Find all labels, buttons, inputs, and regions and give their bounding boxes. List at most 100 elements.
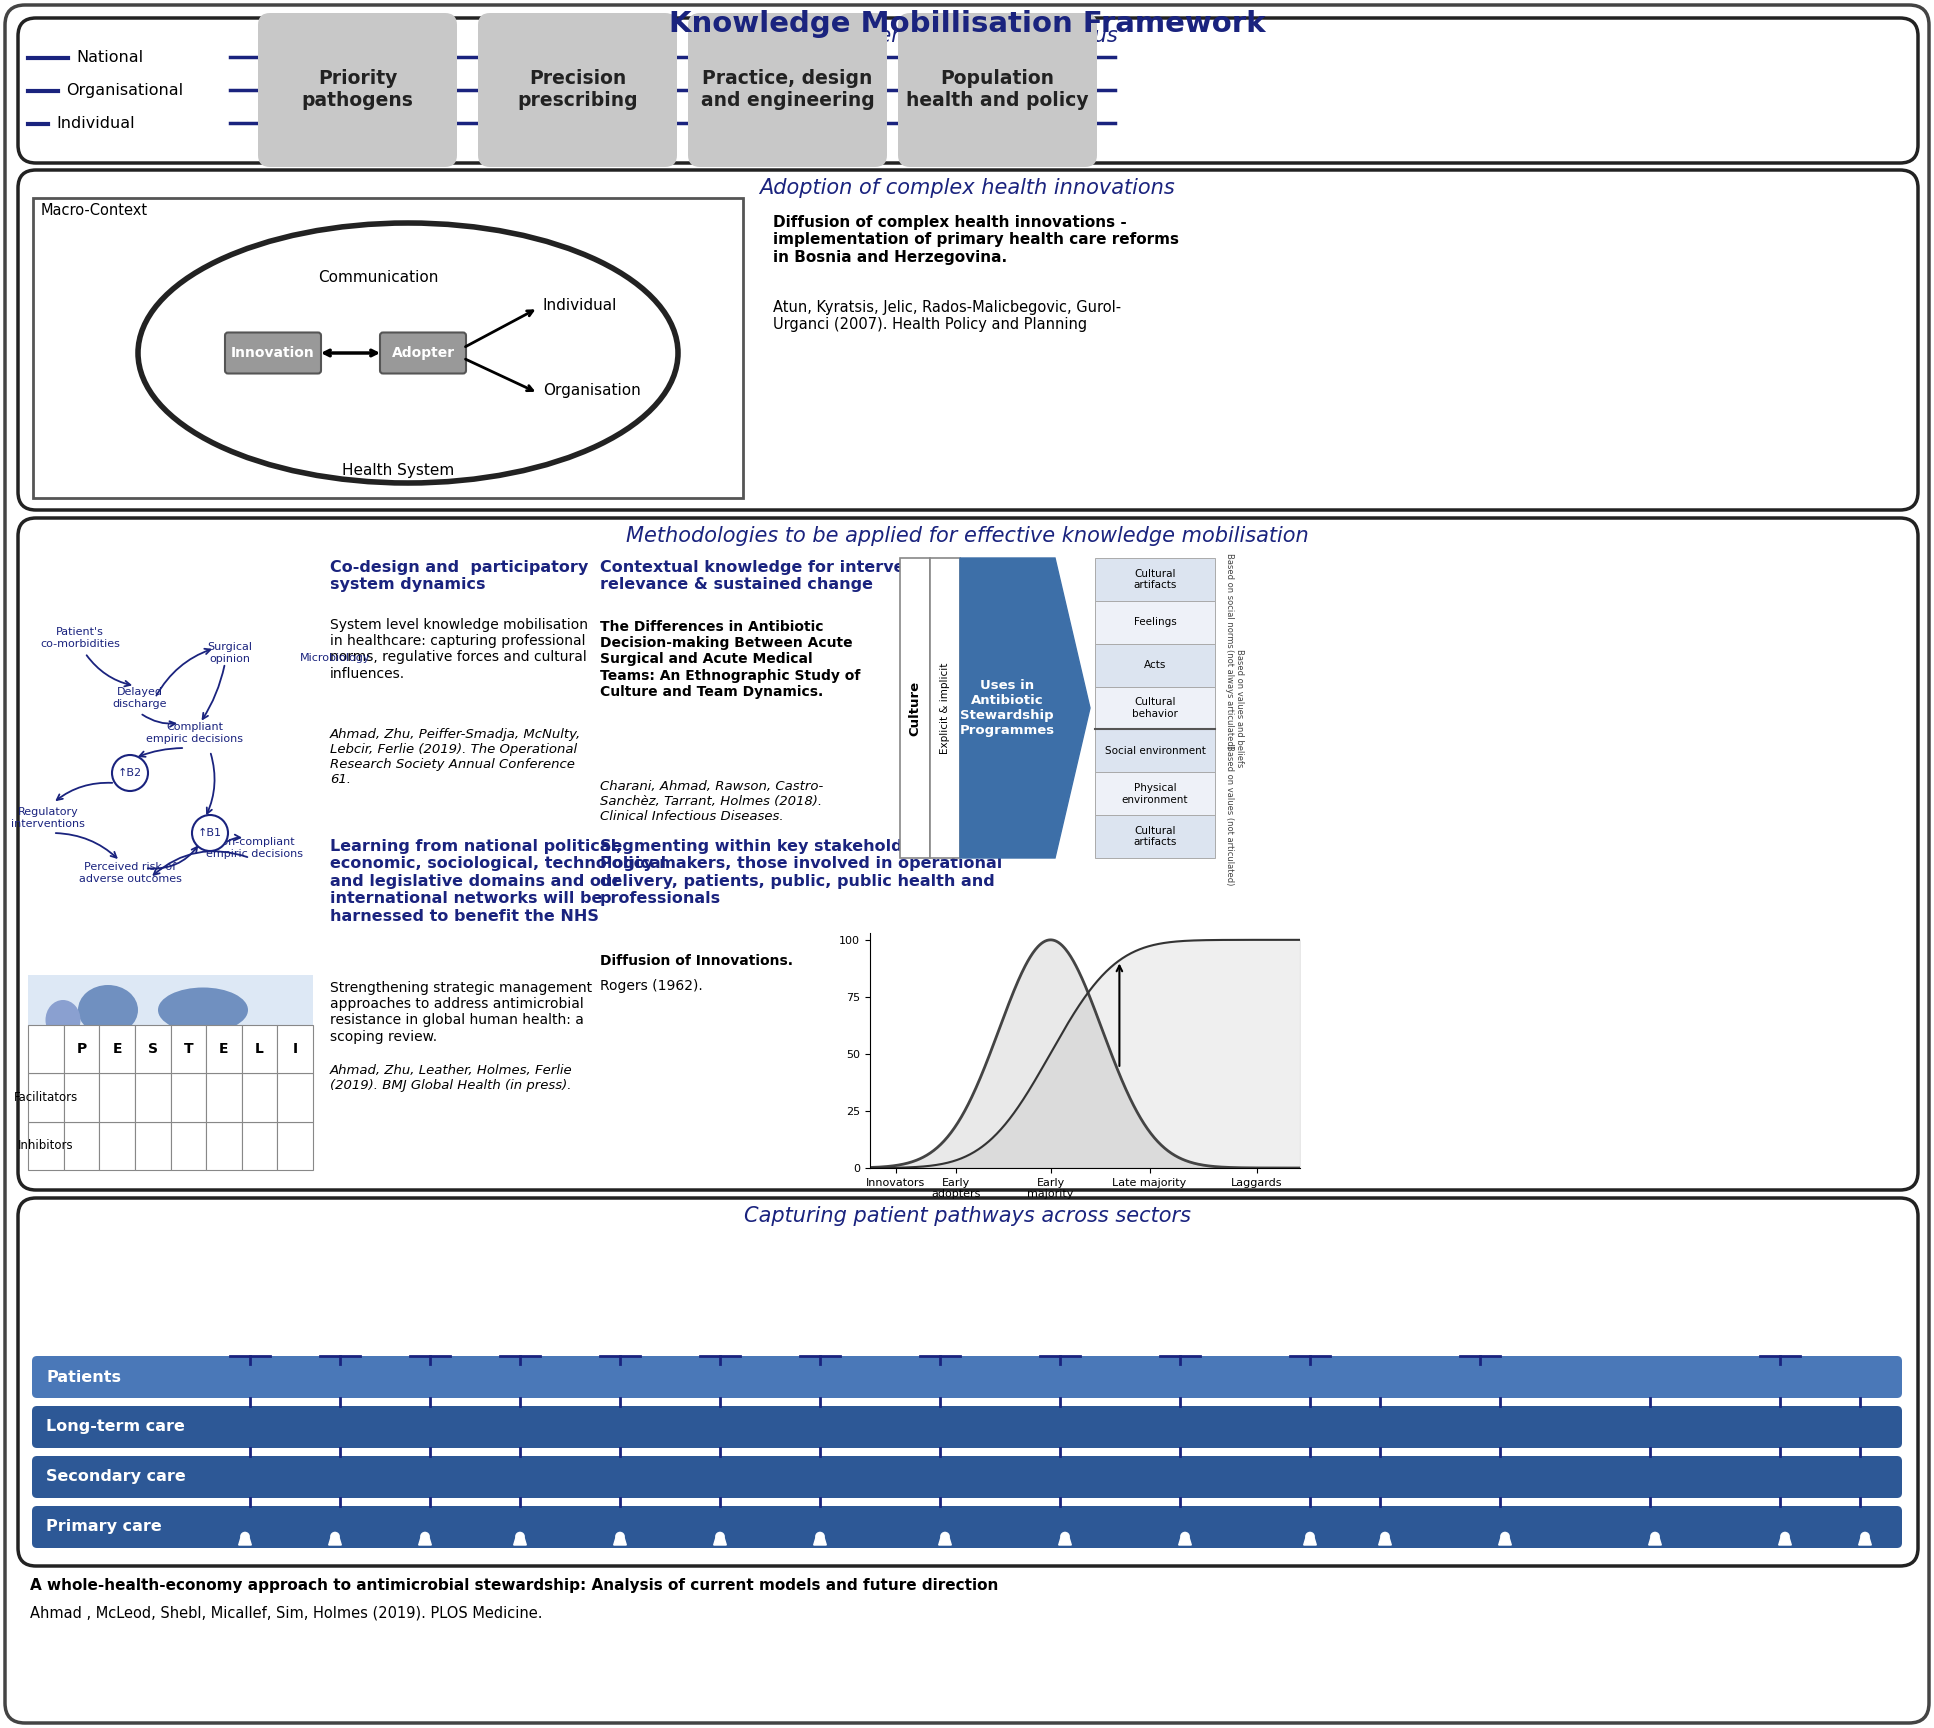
Text: Ahmad, Zhu, Leather, Holmes, Ferlie
(2019). BMJ Global Health (in press).: Ahmad, Zhu, Leather, Holmes, Ferlie (201…: [331, 1064, 572, 1092]
Text: E: E: [219, 1042, 228, 1056]
Bar: [1095, 645, 1215, 686]
Text: Cultural
artifacts: Cultural artifacts: [1133, 826, 1176, 847]
Text: Ahmad, Zhu, Peiffer-Smadja, McNulty,
Lebcir, Ferlie (2019). The Operational
Rese: Ahmad, Zhu, Peiffer-Smadja, McNulty, Leb…: [331, 727, 582, 786]
Circle shape: [1381, 1531, 1391, 1541]
Text: Patients: Patients: [46, 1370, 122, 1384]
Text: Health System: Health System: [342, 463, 454, 477]
Circle shape: [940, 1531, 950, 1541]
Bar: [1095, 729, 1215, 772]
Bar: [207, 1073, 242, 1121]
Circle shape: [716, 1531, 725, 1541]
Text: Cultural
artifacts: Cultural artifacts: [1133, 569, 1176, 591]
Text: Compliant
empiric decisions: Compliant empiric decisions: [147, 722, 244, 743]
Ellipse shape: [77, 985, 137, 1035]
Text: Methodologies to be applied for effective knowledge mobilisation: Methodologies to be applied for effectiv…: [625, 525, 1309, 546]
Bar: [1095, 601, 1215, 645]
Bar: [1095, 772, 1215, 816]
Text: Diffusion of Innovations.: Diffusion of Innovations.: [600, 954, 793, 968]
Bar: [1095, 558, 1215, 601]
Circle shape: [514, 1531, 524, 1541]
Polygon shape: [514, 1538, 526, 1545]
Bar: [170, 1073, 207, 1121]
Bar: [242, 1073, 277, 1121]
Bar: [1095, 686, 1215, 729]
Bar: [64, 1025, 99, 1073]
Text: Individual: Individual: [56, 116, 135, 131]
Text: Innovation: Innovation: [232, 346, 315, 359]
Polygon shape: [1648, 1538, 1661, 1545]
Text: Diffusion of complex health innovations -
implementation of primary health care : Diffusion of complex health innovations …: [774, 214, 1180, 264]
Text: Microbiology: Microbiology: [300, 653, 371, 664]
Text: ↑B1: ↑B1: [197, 828, 222, 838]
Text: Learning from national political,
economic, sociological, technological
and legi: Learning from national political, econom…: [331, 840, 665, 923]
Circle shape: [1650, 1531, 1659, 1541]
Polygon shape: [418, 1538, 431, 1545]
Text: Delayed
discharge: Delayed discharge: [112, 688, 166, 708]
Text: Primary care: Primary care: [46, 1519, 162, 1534]
Text: Surgical
opinion: Surgical opinion: [207, 643, 253, 664]
Text: Atun, Kyratsis, Jelic, Rados-Malicbegovic, Gurol-
Urganci (2007). Health Policy : Atun, Kyratsis, Jelic, Rados-Malicbegovi…: [774, 301, 1122, 332]
Text: S: S: [147, 1042, 159, 1056]
Text: ↑B2: ↑B2: [118, 767, 141, 778]
Text: Perceived risk of
adverse outcomes: Perceived risk of adverse outcomes: [79, 862, 182, 883]
Ellipse shape: [159, 987, 248, 1033]
Circle shape: [1180, 1531, 1189, 1541]
Circle shape: [1861, 1531, 1870, 1541]
FancyBboxPatch shape: [257, 14, 456, 168]
Text: Explicit & implicit: Explicit & implicit: [940, 662, 950, 753]
Text: Segmenting within key stakeholder groups:
Policy makers, those involved in opera: Segmenting within key stakeholder groups…: [600, 840, 1002, 905]
Bar: [277, 1073, 313, 1121]
Polygon shape: [1178, 1538, 1191, 1545]
Text: Precision
prescribing: Precision prescribing: [516, 69, 638, 111]
Text: Physical
environment: Physical environment: [1122, 783, 1187, 805]
Text: Social environment: Social environment: [1104, 746, 1205, 755]
Text: Long-term care: Long-term care: [46, 1419, 186, 1434]
Text: Knowledge Mobillisation Framework: Knowledge Mobillisation Framework: [669, 10, 1265, 38]
Polygon shape: [938, 1538, 952, 1545]
Circle shape: [615, 1531, 625, 1541]
Polygon shape: [1859, 1538, 1872, 1545]
Text: Strengthening strategic management
approaches to address antimicrobial
resistanc: Strengthening strategic management appro…: [331, 982, 592, 1044]
Bar: [277, 1025, 313, 1073]
Text: Adopter: Adopter: [391, 346, 454, 359]
Bar: [930, 558, 959, 859]
Polygon shape: [238, 1538, 251, 1545]
Text: Adoption of complex health innovations: Adoption of complex health innovations: [760, 178, 1174, 199]
Polygon shape: [814, 1538, 826, 1545]
FancyBboxPatch shape: [17, 1198, 1919, 1566]
FancyBboxPatch shape: [33, 1457, 1901, 1498]
FancyBboxPatch shape: [897, 14, 1097, 168]
FancyBboxPatch shape: [33, 1356, 1901, 1398]
Text: Contextual knowledge for intervention
relevance & sustained change: Contextual knowledge for intervention re…: [600, 560, 952, 593]
Text: Cultural
behavior: Cultural behavior: [1131, 696, 1178, 719]
Text: Organisation: Organisation: [543, 384, 640, 399]
FancyBboxPatch shape: [478, 14, 677, 168]
Circle shape: [814, 1531, 826, 1541]
Circle shape: [191, 816, 228, 850]
Text: Rogers (1962).: Rogers (1962).: [600, 980, 702, 994]
Polygon shape: [714, 1538, 727, 1545]
Text: National: National: [75, 50, 143, 66]
Text: Macro-Context: Macro-Context: [41, 202, 149, 218]
Circle shape: [1060, 1531, 1070, 1541]
Text: Individual: Individual: [543, 299, 617, 313]
Ellipse shape: [91, 1028, 135, 1092]
Text: T: T: [184, 1042, 193, 1056]
Text: Charani, Ahmad, Rawson, Castro-
Sanchèz, Tarrant, Holmes (2018).
Clinical Infect: Charani, Ahmad, Rawson, Castro- Sanchèz,…: [600, 779, 824, 823]
Polygon shape: [1379, 1538, 1391, 1545]
Text: P: P: [75, 1042, 87, 1056]
Bar: [242, 1121, 277, 1170]
Bar: [99, 1121, 135, 1170]
Bar: [170, 1121, 207, 1170]
Text: Co-design and  participatory
system dynamics: Co-design and participatory system dynam…: [331, 560, 588, 593]
Bar: [99, 1073, 135, 1121]
Bar: [27, 1073, 64, 1121]
Bar: [27, 1121, 64, 1170]
Text: Secondary care: Secondary care: [46, 1469, 186, 1484]
Polygon shape: [959, 558, 1091, 859]
Text: Based on social norms: Based on social norms: [1224, 553, 1234, 648]
FancyBboxPatch shape: [17, 169, 1919, 510]
Bar: [135, 1121, 170, 1170]
Text: Non-compliant
empiric decisions: Non-compliant empiric decisions: [207, 836, 304, 859]
Bar: [207, 1121, 242, 1170]
